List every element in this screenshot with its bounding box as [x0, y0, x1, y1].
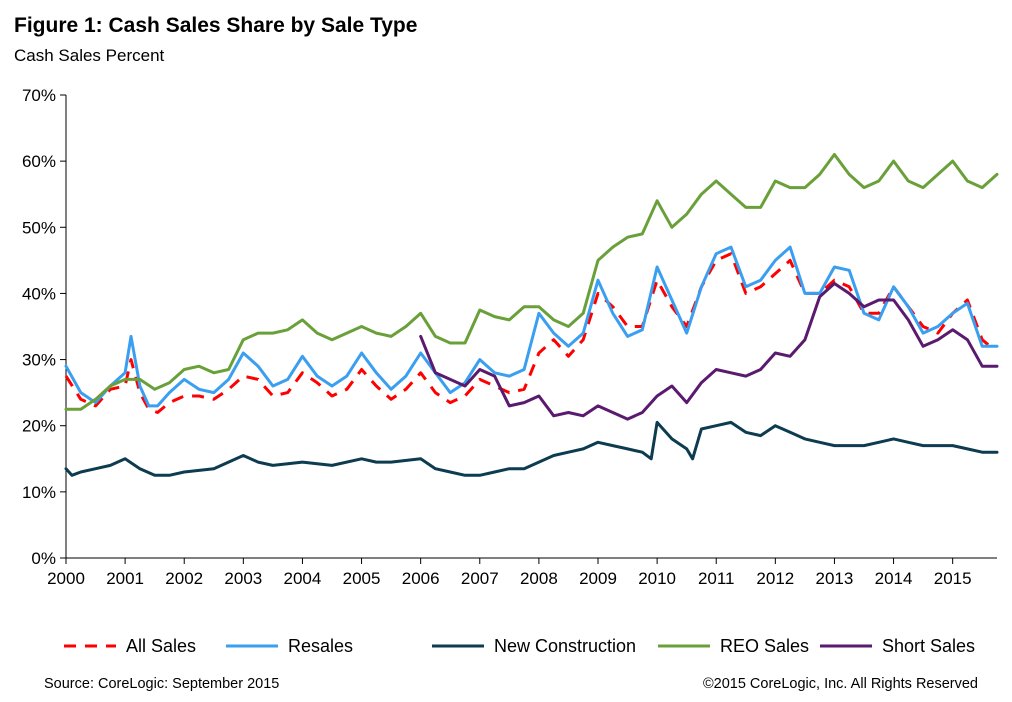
legend-label-all-sales: All Sales — [126, 636, 196, 656]
series-line-all-sales — [64, 252, 995, 414]
x-tick-label: 2007 — [461, 569, 499, 588]
series-line-reo-sales — [64, 153, 999, 411]
chart-subtitle: Cash Sales Percent — [14, 46, 165, 65]
x-tick-label: 2009 — [579, 569, 617, 588]
y-tick-label: 0% — [31, 549, 56, 568]
legend-label-resales: Resales — [288, 636, 353, 656]
series-line-resales — [64, 245, 999, 408]
y-tick-label: 70% — [22, 86, 56, 105]
series-layer — [64, 153, 999, 477]
y-tick-label: 10% — [22, 483, 56, 502]
x-tick-label: 2008 — [520, 569, 558, 588]
series-line-new-construction — [64, 420, 999, 477]
source-note: Source: CoreLogic: September 2015 — [44, 676, 280, 692]
legend-label-new-construction: New Construction — [494, 636, 636, 656]
y-tick-label: 20% — [22, 417, 56, 436]
x-tick-label: 2005 — [343, 569, 381, 588]
copyright-note: ©2015 CoreLogic, Inc. All Rights Reserve… — [702, 676, 978, 692]
x-tick-label: 2014 — [875, 569, 913, 588]
legend-label-short-sales: Short Sales — [882, 636, 975, 656]
x-tick-label: 2006 — [402, 569, 440, 588]
series-line-short-sales — [419, 282, 999, 421]
x-tick-label: 2004 — [284, 569, 322, 588]
chart-axes: 0% 10% 20% 30% 40% 50% 60% 70% 2000 2001 2002 2003 2… — [22, 86, 997, 588]
y-tick-label: 40% — [22, 284, 56, 303]
x-tick-label: 2003 — [224, 569, 262, 588]
y-tick-label: 60% — [22, 152, 56, 171]
chart-title: Figure 1: Cash Sales Share by Sale Type — [14, 14, 418, 37]
x-tick-label: 2013 — [816, 569, 854, 588]
legend-label-reo-sales: REO Sales — [720, 636, 809, 656]
y-tick-label: 30% — [22, 351, 56, 370]
x-tick-label: 2012 — [756, 569, 794, 588]
chart-legend: All Sales Resales New Construction REO Sale… — [64, 636, 975, 656]
x-tick-label: 2000 — [47, 569, 85, 588]
x-tick-label: 2011 — [698, 569, 735, 588]
x-tick-label: 2015 — [934, 569, 972, 588]
y-tick-label: 50% — [22, 218, 56, 237]
x-tick-label: 2010 — [638, 569, 676, 588]
x-tick-label: 2002 — [165, 569, 203, 588]
x-tick-label: 2001 — [106, 569, 144, 588]
